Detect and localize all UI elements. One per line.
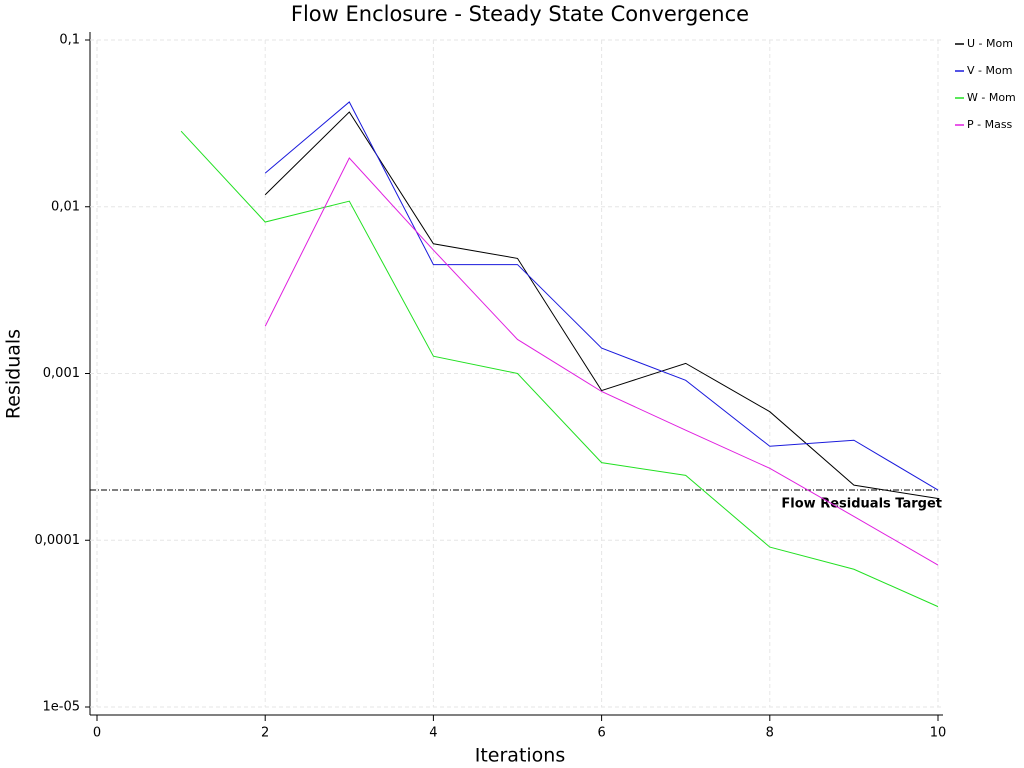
x-tick-label: 10 xyxy=(930,726,947,741)
legend-label: P - Mass xyxy=(967,118,1013,131)
legend-label: V - Mom xyxy=(967,64,1012,77)
x-tick-label: 4 xyxy=(429,726,437,741)
y-tick-label: 0,0001 xyxy=(35,533,81,548)
x-tick-label: 2 xyxy=(261,726,269,741)
y-tick-label: 1e-05 xyxy=(42,700,80,715)
x-tick-label: 0 xyxy=(93,726,101,741)
y-tick-label: 0,01 xyxy=(51,199,80,214)
x-axis-label: Iterations xyxy=(475,745,566,767)
y-axis-label: Residuals xyxy=(3,329,25,419)
y-tick-label: 0,1 xyxy=(59,33,80,48)
series-line xyxy=(264,157,939,566)
chart-title: Flow Enclosure - Steady State Convergenc… xyxy=(291,2,749,26)
legend-label: U - Mom xyxy=(967,37,1013,50)
legend-label: W - Mom xyxy=(967,91,1016,104)
series-line xyxy=(264,101,939,491)
y-tick-label: 0,001 xyxy=(43,366,80,381)
target-label: Flow Residuals Target xyxy=(781,497,942,512)
x-tick-label: 6 xyxy=(597,726,605,741)
series-line xyxy=(180,130,939,608)
x-tick-label: 8 xyxy=(766,726,774,741)
